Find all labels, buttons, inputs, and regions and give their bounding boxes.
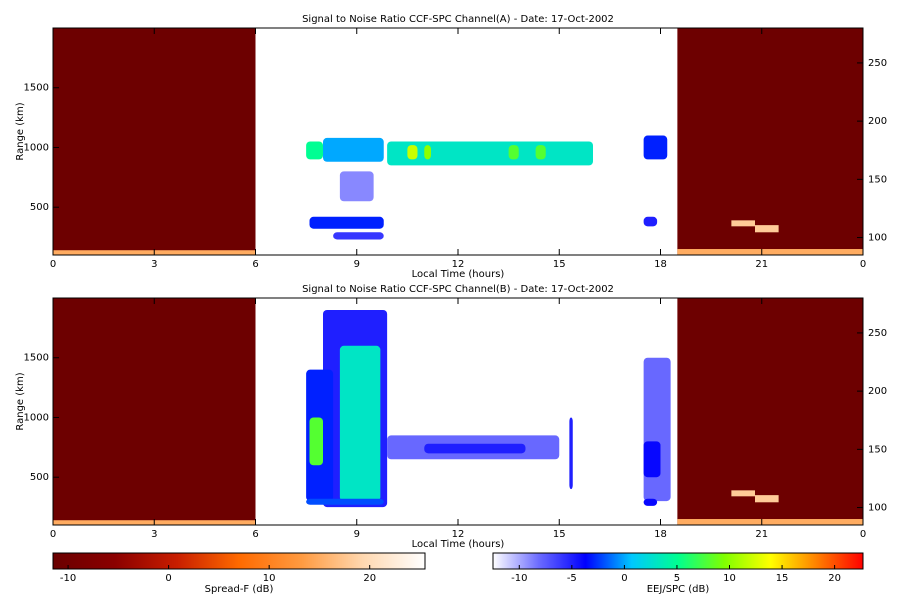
colorbar-tick-label: 10: [723, 573, 736, 584]
colorbar: [52, 552, 426, 570]
heat-region: [333, 232, 384, 240]
heat-region: [387, 141, 593, 166]
y-axis-label: Range (km): [15, 102, 26, 160]
heat-region: [309, 417, 323, 466]
x-tick-label: 6: [252, 529, 258, 540]
x-tick-label: 18: [654, 259, 667, 270]
colorbar-tick-label: 20: [828, 573, 841, 584]
y-tick-label: 1500: [24, 353, 49, 364]
heat-region: [306, 498, 384, 505]
y-tick-label: 500: [30, 472, 49, 483]
heat-region: [643, 135, 668, 160]
heat-region: [677, 298, 863, 525]
heat-region: [643, 441, 661, 478]
heat-region: [677, 28, 863, 255]
heat-region: [677, 249, 863, 255]
colorbar-tick-label: -10: [60, 573, 76, 584]
x-tick-label: 12: [452, 529, 465, 540]
heat-region: [643, 498, 658, 506]
x-tick-label: 21: [755, 529, 768, 540]
y-axis-label: Range (km): [15, 372, 26, 430]
heat-region: [407, 145, 418, 160]
colorbar-tick-label: 20: [363, 573, 376, 584]
colorbar: [492, 552, 864, 570]
x-tick-label: 18: [654, 529, 667, 540]
heat-region: [53, 28, 256, 255]
x-tick-label: 0: [50, 529, 56, 540]
x-tick-label: 9: [354, 259, 360, 270]
heat-region: [643, 357, 671, 502]
x-tick-label: 0: [50, 259, 56, 270]
x-tick-label: 6: [252, 259, 258, 270]
colorbar-label: Spread-F (dB): [205, 584, 274, 595]
y-tick-label: 1000: [24, 142, 49, 153]
y2-tick-label: 250: [868, 58, 887, 69]
colorbar-tick-label: 10: [263, 573, 276, 584]
heat-region: [306, 141, 323, 160]
chart-title: Signal to Noise Ratio CCF-SPC Channel(A)…: [302, 14, 614, 25]
colorbar-tick-label: 0: [621, 573, 627, 584]
heat-region: [424, 145, 431, 160]
y-tick-label: 1500: [24, 83, 49, 94]
chart-title: Signal to Noise Ratio CCF-SPC Channel(B)…: [302, 284, 614, 295]
x-tick-label: 15: [553, 259, 566, 270]
heat-region: [569, 417, 573, 490]
heat-region: [309, 216, 384, 229]
heat-region: [731, 490, 755, 497]
heat-region: [731, 220, 755, 227]
heat-region: [755, 495, 779, 503]
colorbar-label: EEJ/SPC (dB): [647, 584, 710, 595]
x-tick-label: 0: [860, 529, 866, 540]
x-tick-label: 21: [755, 259, 768, 270]
y-tick-label: 1000: [24, 412, 49, 423]
heat-region: [323, 137, 384, 162]
y2-tick-label: 200: [868, 116, 887, 127]
heat-region: [508, 145, 519, 160]
x-tick-label: 0: [860, 259, 866, 270]
heat-region: [755, 225, 779, 233]
x-tick-label: 3: [151, 529, 157, 540]
colorbar-tick-label: 5: [674, 573, 680, 584]
heat-region: [643, 216, 658, 227]
heat-region: [53, 298, 256, 525]
colorbar-tick-label: -10: [511, 573, 527, 584]
y2-tick-label: 250: [868, 328, 887, 339]
x-axis-label: Local Time (hours): [412, 539, 505, 550]
y2-tick-label: 100: [868, 233, 887, 244]
x-tick-label: 3: [151, 259, 157, 270]
y2-tick-label: 200: [868, 386, 887, 397]
heat-region: [339, 345, 381, 502]
y2-tick-label: 150: [868, 444, 887, 455]
heat-region: [339, 171, 374, 202]
colorbar-tick-label: 0: [165, 573, 171, 584]
x-tick-label: 9: [354, 529, 360, 540]
heat-region: [424, 443, 526, 454]
heat-region: [535, 145, 546, 160]
y2-tick-label: 100: [868, 503, 887, 514]
x-tick-label: 12: [452, 259, 465, 270]
y-tick-label: 500: [30, 202, 49, 213]
y2-tick-label: 150: [868, 174, 887, 185]
x-tick-label: 15: [553, 529, 566, 540]
x-axis-label: Local Time (hours): [412, 269, 505, 280]
colorbar-tick-label: -5: [567, 573, 577, 584]
heat-region: [677, 519, 863, 525]
colorbar-tick-label: 15: [776, 573, 789, 584]
